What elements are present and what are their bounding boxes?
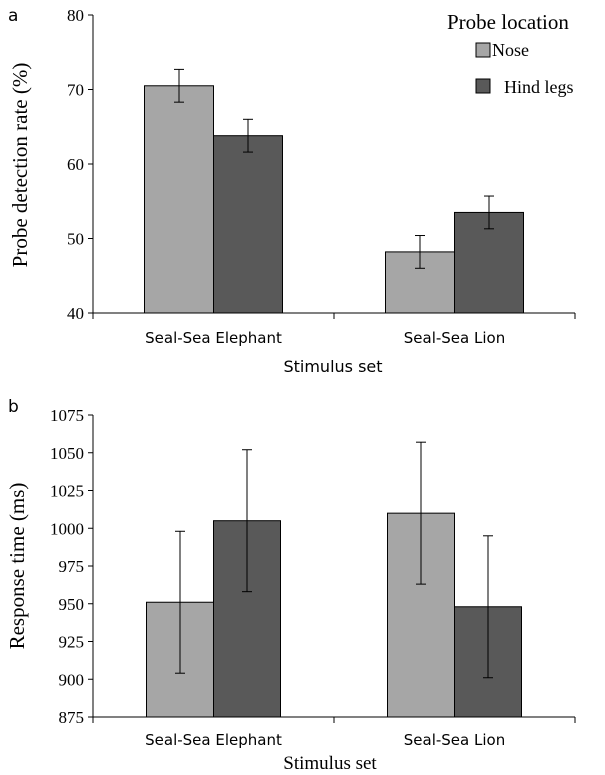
panel-b-category-label: Seal-Sea Elephant: [145, 731, 282, 749]
panel-a-y-tick-label: 40: [67, 304, 84, 323]
panel-b-y-tick-label: 975: [59, 557, 85, 576]
panel-a-category-label: Seal-Sea Elephant: [145, 329, 282, 347]
legend-label-nose: Nose: [492, 40, 529, 60]
panel-b-chart: b Response time (ms) Stimulus set 875 900…: [5, 397, 576, 774]
legend-swatch-nose: [475, 42, 491, 58]
panel-b-x-axis-label: Stimulus set: [283, 753, 377, 774]
panel-b-y-tick-label: 1025: [50, 482, 84, 501]
panel-a-bar-nose: [144, 85, 214, 314]
panel-b-y-axis-label: Response time (ms): [5, 483, 29, 650]
panel-b-y-tick-label: 950: [59, 595, 85, 614]
panel-a-label: a: [8, 6, 18, 26]
panel-b-y-tick-label: 1000: [50, 519, 84, 538]
panel-b-y-tick-label: 925: [59, 633, 85, 652]
panel-b-y-tick-label: 1075: [50, 406, 84, 425]
panel-a-marks: 40 50 60 70 80 Seal-Sea Elephant Seal-Sea Lion: [67, 6, 576, 347]
panel-a-bar-nose: [385, 251, 455, 314]
panel-b-label: b: [8, 397, 19, 417]
panel-a-y-axis-label: Probe detection rate (%): [8, 63, 32, 268]
legend-swatch-hind-legs: [475, 78, 491, 94]
panel-a-y-tick-label: 60: [67, 155, 84, 174]
panel-a-y-tick-label: 80: [67, 6, 84, 25]
panel-a-chart: a Probe detection rate (%) Stimulus set …: [8, 6, 576, 376]
legend-label-hind-legs: Hind legs: [504, 77, 574, 97]
panel-b-y-tick-label: 1050: [50, 444, 84, 463]
panel-b-y-tick-label: 875: [59, 708, 85, 727]
panel-a-bar-hind-legs: [213, 135, 283, 314]
panel-b-marks: 875 900 925 950 975 1000 1025 1050 1075 Seal-Sea …: [50, 406, 576, 749]
panel-a-y-tick-label: 50: [67, 230, 84, 249]
panel-a-category-label: Seal-Sea Lion: [404, 329, 505, 347]
legend: Probe location Nose Hind legs: [447, 10, 574, 97]
panel-b-y-tick-label: 900: [59, 670, 85, 689]
legend-title: Probe location: [447, 10, 569, 34]
panel-b-category-label: Seal-Sea Lion: [404, 731, 505, 749]
panel-a-x-axis-label: Stimulus set: [283, 357, 382, 376]
panel-a-y-tick-label: 70: [67, 81, 84, 100]
